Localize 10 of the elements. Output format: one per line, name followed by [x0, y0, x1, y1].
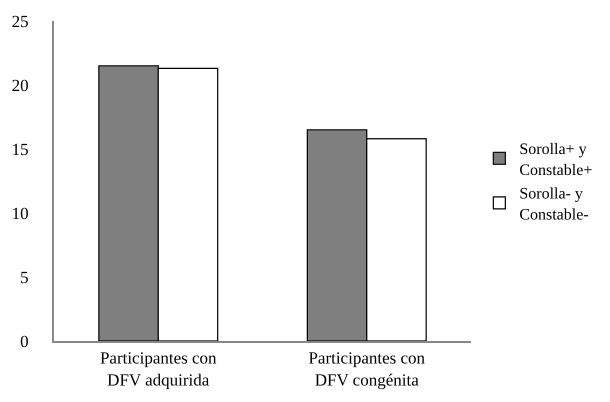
- y-tick-label: 20: [12, 76, 29, 95]
- y-tick-label: 25: [12, 12, 29, 31]
- y-tick-label: 10: [12, 204, 29, 223]
- y-tick-label: 5: [20, 268, 29, 287]
- y-tick-label: 15: [12, 140, 29, 159]
- y-tick-label: 0: [20, 332, 29, 351]
- x-tick-label: Participantes con DFV congénita: [308, 348, 426, 390]
- x-tick-label: Participantes con DFV adquirida: [100, 348, 218, 390]
- legend-label: Sorolla+ y Constable+: [519, 141, 592, 179]
- legend-label: Sorolla- y Constable-: [519, 186, 589, 224]
